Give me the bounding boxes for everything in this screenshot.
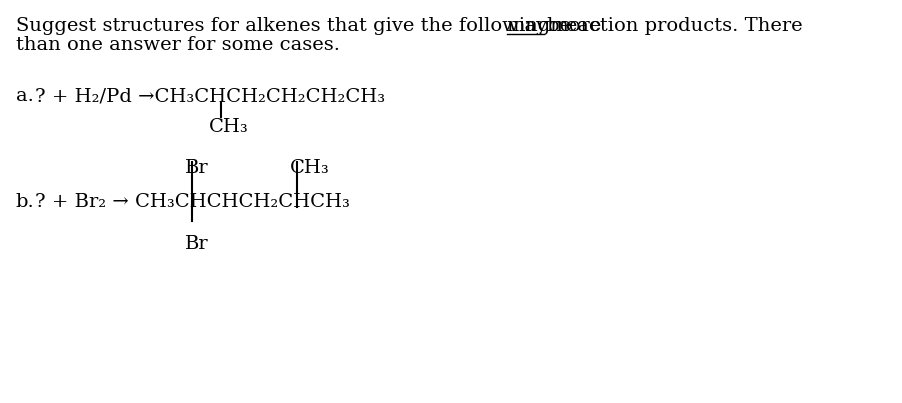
Text: than one answer for some cases.: than one answer for some cases.: [15, 37, 339, 54]
Text: CH₃: CH₃: [209, 118, 249, 136]
Text: ? + Br₂ → CH₃CHCHCH₂CHCH₃: ? + Br₂ → CH₃CHCHCH₂CHCH₃: [35, 193, 350, 211]
Text: Suggest structures for alkenes that give the following reaction products. There: Suggest structures for alkenes that give…: [15, 17, 808, 35]
Text: a.: a.: [15, 87, 33, 106]
Text: CH₃: CH₃: [290, 159, 329, 177]
Text: Br: Br: [185, 159, 208, 177]
Text: Br: Br: [185, 235, 208, 253]
Text: more: more: [544, 17, 601, 35]
Text: maybe: maybe: [507, 17, 572, 35]
Text: b.: b.: [15, 193, 34, 211]
Text: ? + H₂/Pd →CH₃CHCH₂CH₂CH₂CH₃: ? + H₂/Pd →CH₃CHCH₂CH₂CH₂CH₃: [35, 87, 385, 106]
